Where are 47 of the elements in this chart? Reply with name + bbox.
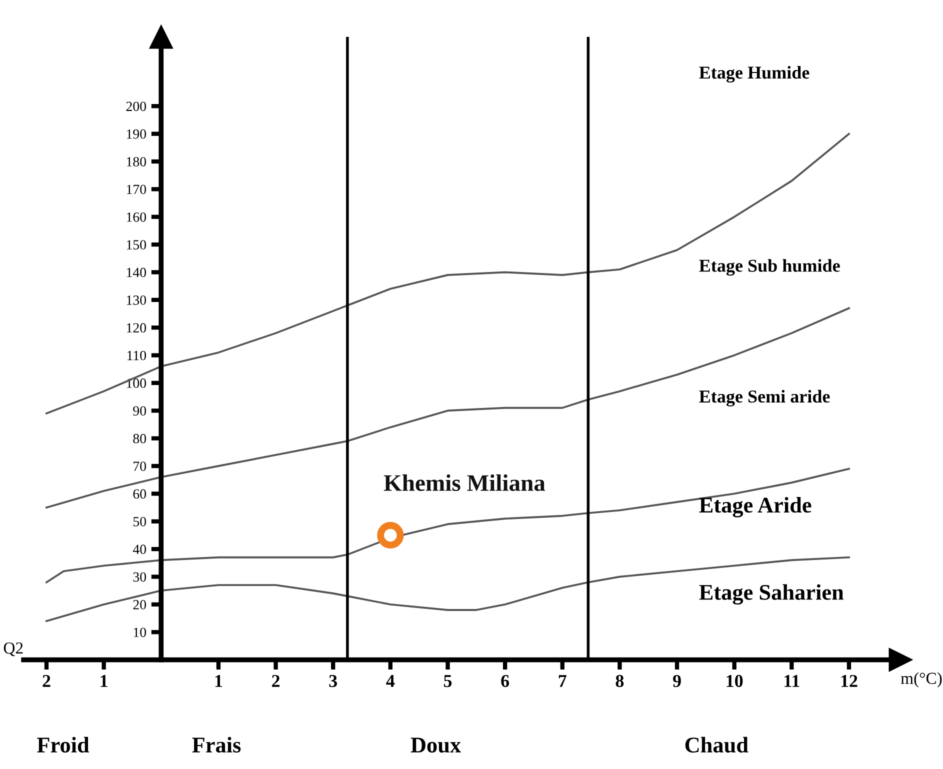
y-tick-label: 90	[133, 406, 146, 416]
y-tick-label: 120	[126, 323, 146, 333]
x-tick-label: 5	[444, 675, 452, 688]
x-tick-label: 2	[272, 674, 280, 687]
annotation: Etage Humide	[699, 66, 810, 83]
y-tick-label: 160	[126, 212, 146, 222]
y-tick-label: 200	[126, 102, 146, 112]
x-tick-label: 2	[42, 674, 50, 687]
y-tick-label: 170	[126, 184, 146, 194]
x-tick-label: 11	[784, 674, 800, 687]
y-axis-title: Q2	[4, 642, 23, 656]
annotation: Etage Sub humide	[699, 259, 840, 276]
y-tick-label: 50	[133, 516, 146, 526]
y-tick-label: 130	[126, 295, 146, 305]
x-tick-label: 3	[329, 674, 337, 688]
y-tick-label: 30	[133, 572, 146, 582]
x-tick-label: 4	[386, 675, 395, 687]
text: Chaud	[685, 736, 748, 753]
series-label: Khemis Miliana	[384, 474, 546, 492]
text: Froid	[37, 736, 90, 753]
x-tick-label: 10	[726, 674, 743, 688]
text: Doux	[410, 738, 461, 753]
x-axis-title: m(°C)	[900, 672, 942, 688]
y-tick-label: 40	[132, 544, 146, 554]
y-tick-label: 110	[127, 350, 146, 360]
y-tick-label: 80	[133, 434, 146, 444]
y-tick-label: 150	[126, 240, 146, 250]
x-tick-label: 9	[673, 674, 681, 688]
x-tick-label: 1	[215, 674, 222, 687]
text: Frais	[192, 736, 241, 753]
line-series	[46, 556, 850, 622]
y-tick-label: 180	[126, 157, 146, 166]
y-tick-label: 100	[126, 378, 146, 388]
x-tick-label: 8	[616, 674, 624, 688]
y-tick-label: 10	[134, 628, 146, 638]
y-tick-label: 20	[133, 600, 146, 610]
annotation: Etage Aride	[699, 497, 812, 518]
annotation: Etage Saharien	[699, 584, 844, 605]
y-tick-label: 70	[134, 462, 146, 471]
x-tick-label: 12	[841, 674, 858, 687]
x-tick-label: 6	[501, 674, 510, 688]
x-tick-label: 7	[558, 675, 566, 687]
y-tick-label: 60	[133, 489, 146, 499]
y-tick-label: 140	[126, 268, 146, 278]
y-tick-label: 190	[126, 129, 146, 139]
x-tick-label: 1	[100, 674, 108, 687]
annotation: Etage Semi aride	[699, 390, 830, 406]
